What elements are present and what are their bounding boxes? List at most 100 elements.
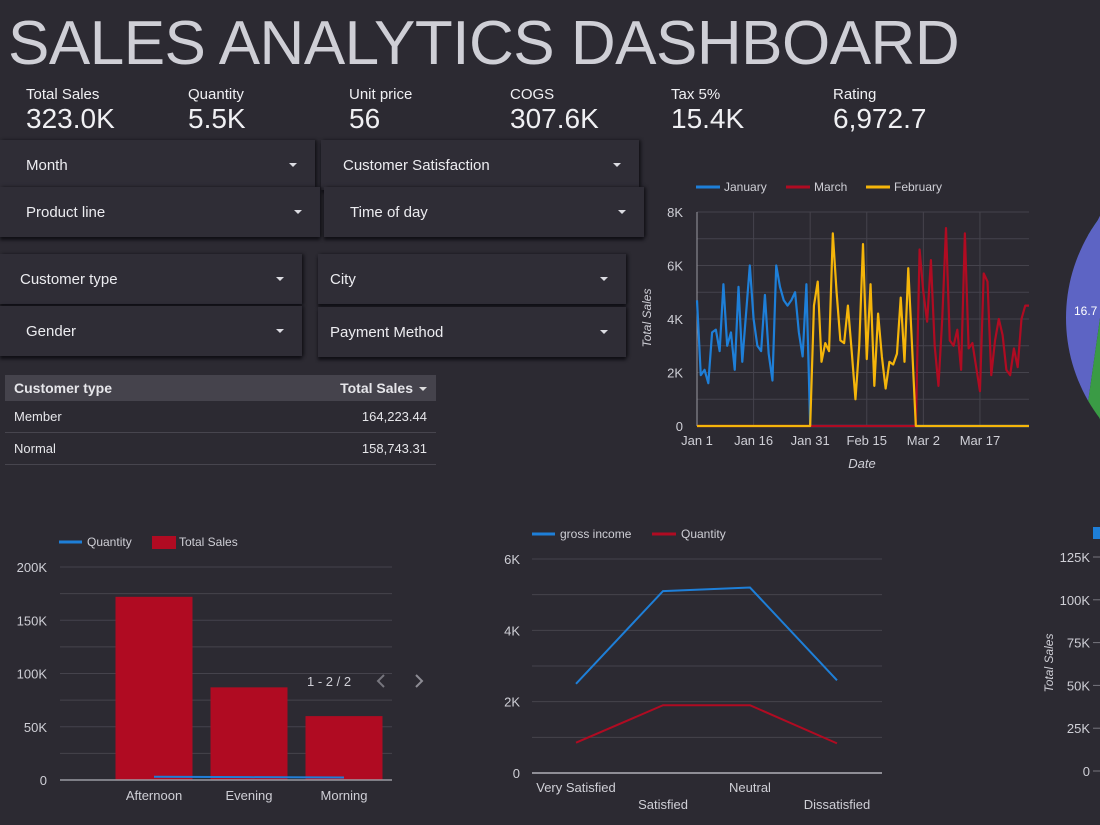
filter-label: Gender xyxy=(26,322,77,340)
x-tick-label: Mar 17 xyxy=(960,433,1000,448)
y-tick-label: 75K xyxy=(1067,636,1090,651)
kpi-value: 5.5K xyxy=(188,103,246,134)
bar-total-sales xyxy=(115,596,193,780)
dropdown-arrow-icon xyxy=(600,330,608,334)
kpi-tax: Tax 5% 15.4K xyxy=(671,86,744,135)
x-tick-label: Jan 1 xyxy=(681,433,713,448)
chevron-left-icon[interactable] xyxy=(376,674,385,688)
kpi-label: COGS xyxy=(510,86,555,103)
column-header-customer-type[interactable]: Customer type xyxy=(14,380,113,396)
y-tick-label: 6K xyxy=(667,259,683,274)
y-tick-label: 0 xyxy=(1083,764,1090,779)
kpi-value: 323.0K xyxy=(26,103,115,134)
column-header-total-sales[interactable]: Total Sales xyxy=(340,380,427,396)
filter-label: Payment Method xyxy=(330,323,444,341)
kpi-label: Rating xyxy=(833,86,877,103)
x-tick-label: Morning xyxy=(321,788,368,803)
dropdown-arrow-icon xyxy=(294,210,302,214)
y-tick-label: 8K xyxy=(667,205,683,220)
y-tick-label: 6K xyxy=(504,552,520,567)
y-tick-label: 4K xyxy=(504,623,520,638)
x-tick-label: Jan 16 xyxy=(734,433,773,448)
legend-label: January xyxy=(724,180,767,194)
dropdown-arrow-icon xyxy=(289,163,297,167)
filter-city[interactable]: City xyxy=(318,254,626,304)
column-header-label: Total Sales xyxy=(340,380,413,396)
customer-type-table: Customer type Total Sales Member 164,223.… xyxy=(5,375,436,465)
cell-total-sales: 164,223.44 xyxy=(361,409,427,424)
table-row: Member 164,223.44 xyxy=(5,401,436,433)
filter-label: City xyxy=(330,270,356,288)
chevron-right-icon[interactable] xyxy=(415,674,424,688)
cell-customer-type: Member xyxy=(14,409,62,424)
x-tick-label: Evening xyxy=(226,788,273,803)
legend-swatch xyxy=(152,536,176,549)
filter-time-of-day[interactable]: Time of day xyxy=(324,187,644,237)
filter-customer-type[interactable]: Customer type xyxy=(0,254,302,304)
legend-label: February xyxy=(894,180,942,194)
legend-label: March xyxy=(814,180,847,194)
filter-label: Month xyxy=(26,156,68,174)
kpi-value: 15.4K xyxy=(671,103,745,134)
kpi-label: Unit price xyxy=(349,86,413,103)
y-tick-label: 100K xyxy=(17,667,48,682)
legend-label: Quantity xyxy=(87,535,132,549)
y-tick-label: 50K xyxy=(1067,678,1090,693)
x-tick-label: Very Satisfied xyxy=(536,780,616,795)
pagination-label: 1 - 2 / 2 xyxy=(307,674,351,689)
x-tick-label: Afternoon xyxy=(126,788,182,803)
kpi-label: Tax 5% xyxy=(671,86,721,103)
y-tick-label: 125K xyxy=(1060,550,1091,565)
filter-label: Customer type xyxy=(20,270,118,288)
bar-total-sales xyxy=(210,687,288,780)
filter-payment-method[interactable]: Payment Method xyxy=(318,307,626,357)
cell-total-sales: 158,743.31 xyxy=(361,441,427,456)
y-tick-label: 25K xyxy=(1067,721,1090,736)
y-tick-label: 200K xyxy=(17,560,48,575)
y-tick-label: 150K xyxy=(17,613,48,628)
filter-label: Customer Satisfaction xyxy=(343,156,490,174)
sort-descending-icon xyxy=(419,387,427,392)
kpi-total-sales: Total Sales 323.0K xyxy=(26,86,115,135)
filter-product-line[interactable]: Product line xyxy=(0,187,320,237)
y-tick-label: 0 xyxy=(676,419,683,434)
filter-month[interactable]: Month xyxy=(0,140,315,190)
filter-label: Product line xyxy=(26,203,106,221)
filter-customer-satisfaction[interactable]: Customer Satisfaction xyxy=(321,140,639,190)
x-axis-title: Date xyxy=(848,456,875,471)
cell-customer-type: Normal xyxy=(14,441,56,456)
kpi-value: 307.6K xyxy=(510,103,599,134)
dropdown-arrow-icon xyxy=(600,277,608,281)
legend-label: Total Sales xyxy=(179,535,238,549)
filter-gender[interactable]: Gender xyxy=(0,306,302,356)
x-tick-label: Feb 15 xyxy=(847,433,887,448)
y-tick-label: 2K xyxy=(667,366,683,381)
pie-slice-label: 16.7 xyxy=(1074,304,1098,318)
kpi-cogs: COGS 307.6K xyxy=(510,86,599,135)
pie-slice xyxy=(1066,190,1100,401)
kpi-value: 6,972.7 xyxy=(833,103,927,134)
series-line-quantity xyxy=(153,775,345,779)
kpi-rating: Rating 6,972.7 xyxy=(833,86,926,135)
table-header: Customer type Total Sales xyxy=(5,375,436,401)
kpi-value: 56 xyxy=(349,103,381,134)
y-tick-label: 2K xyxy=(504,695,520,710)
kpi-quantity: Quantity 5.5K xyxy=(188,86,246,135)
pie-slice xyxy=(1088,318,1100,459)
y-tick-label: 0 xyxy=(513,766,520,781)
bar-total-sales xyxy=(305,716,383,780)
x-tick-label: Satisfied xyxy=(638,797,688,812)
x-tick-label: Dissatisfied xyxy=(804,797,870,812)
dropdown-arrow-icon xyxy=(276,277,284,281)
x-tick-label: Neutral xyxy=(729,780,771,795)
y-tick-label: 4K xyxy=(667,312,683,327)
y-tick-label: 50K xyxy=(24,720,47,735)
y-axis-title: Total Sales xyxy=(640,289,654,348)
dropdown-arrow-icon xyxy=(276,329,284,333)
page-title: SALES ANALYTICS DASHBOARD xyxy=(8,9,960,78)
kpi-label: Quantity xyxy=(188,86,244,103)
kpi-unit-price: Unit price 56 xyxy=(349,86,412,135)
filter-label: Time of day xyxy=(350,203,428,221)
y-tick-label: 0 xyxy=(40,773,47,788)
